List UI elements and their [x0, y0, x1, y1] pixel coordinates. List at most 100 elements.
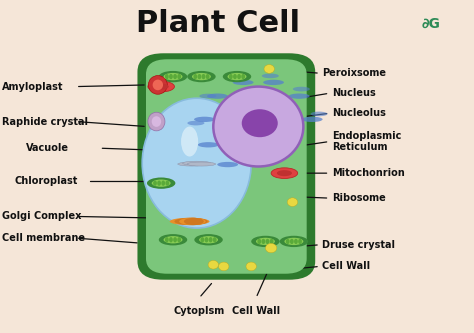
Text: Plant Cell: Plant Cell — [136, 9, 300, 38]
Text: Cell Wall: Cell Wall — [232, 306, 280, 316]
Ellipse shape — [284, 238, 303, 245]
Text: Vacuole: Vacuole — [26, 143, 69, 153]
Ellipse shape — [142, 98, 251, 228]
Text: Ribosome: Ribosome — [332, 193, 385, 203]
Ellipse shape — [152, 116, 161, 127]
Ellipse shape — [201, 237, 204, 242]
FancyBboxPatch shape — [137, 53, 315, 280]
Ellipse shape — [148, 81, 174, 92]
Ellipse shape — [187, 71, 216, 82]
Text: Amyloplast: Amyloplast — [2, 82, 64, 92]
Ellipse shape — [148, 112, 165, 131]
Ellipse shape — [193, 74, 197, 79]
Ellipse shape — [181, 127, 198, 157]
Ellipse shape — [271, 168, 298, 178]
Ellipse shape — [213, 87, 303, 166]
Ellipse shape — [233, 74, 237, 79]
Ellipse shape — [205, 237, 209, 242]
Ellipse shape — [187, 121, 204, 126]
Ellipse shape — [179, 218, 206, 225]
Ellipse shape — [242, 109, 278, 137]
Ellipse shape — [173, 74, 177, 79]
Ellipse shape — [206, 74, 210, 79]
Ellipse shape — [302, 117, 323, 122]
Ellipse shape — [264, 65, 274, 73]
Ellipse shape — [219, 262, 229, 271]
Ellipse shape — [280, 236, 308, 247]
Ellipse shape — [270, 239, 273, 244]
Ellipse shape — [287, 198, 298, 206]
Ellipse shape — [159, 234, 187, 245]
Ellipse shape — [187, 162, 216, 166]
Ellipse shape — [194, 117, 215, 122]
Ellipse shape — [164, 73, 182, 80]
Ellipse shape — [229, 74, 233, 79]
Ellipse shape — [262, 74, 279, 78]
Ellipse shape — [201, 74, 205, 79]
Ellipse shape — [153, 80, 163, 90]
Ellipse shape — [152, 179, 171, 187]
Ellipse shape — [174, 218, 208, 225]
Ellipse shape — [251, 236, 280, 247]
Ellipse shape — [207, 94, 228, 99]
Ellipse shape — [209, 237, 212, 242]
Ellipse shape — [289, 94, 310, 99]
Ellipse shape — [178, 162, 206, 166]
Ellipse shape — [169, 237, 173, 242]
FancyBboxPatch shape — [146, 59, 307, 274]
Ellipse shape — [246, 262, 256, 271]
Ellipse shape — [198, 142, 219, 148]
Ellipse shape — [164, 236, 182, 243]
Ellipse shape — [263, 80, 284, 85]
Ellipse shape — [310, 112, 328, 116]
Ellipse shape — [194, 234, 223, 245]
Text: ∂G: ∂G — [422, 16, 441, 30]
Ellipse shape — [161, 180, 165, 186]
Ellipse shape — [293, 87, 310, 91]
Ellipse shape — [198, 74, 201, 79]
Ellipse shape — [227, 76, 244, 81]
Text: Cell Wall: Cell Wall — [322, 261, 371, 271]
Ellipse shape — [159, 71, 187, 82]
Ellipse shape — [294, 239, 298, 244]
Ellipse shape — [290, 239, 294, 244]
Ellipse shape — [228, 73, 246, 80]
Ellipse shape — [256, 238, 275, 245]
Ellipse shape — [170, 218, 210, 225]
Ellipse shape — [277, 170, 292, 176]
Ellipse shape — [177, 74, 181, 79]
Ellipse shape — [265, 243, 277, 253]
Ellipse shape — [169, 74, 173, 79]
Ellipse shape — [165, 74, 169, 79]
Text: Druse crystal: Druse crystal — [322, 240, 395, 250]
Text: Raphide crystal: Raphide crystal — [2, 117, 88, 127]
Ellipse shape — [265, 239, 269, 244]
Ellipse shape — [200, 94, 217, 98]
Ellipse shape — [165, 237, 169, 242]
Ellipse shape — [199, 236, 218, 243]
Ellipse shape — [153, 180, 157, 186]
Ellipse shape — [257, 239, 261, 244]
Text: Mitochonrion: Mitochonrion — [332, 168, 404, 178]
Ellipse shape — [223, 71, 251, 82]
Ellipse shape — [165, 180, 169, 186]
Text: Nucleus: Nucleus — [332, 88, 375, 98]
Text: Nucleolus: Nucleolus — [332, 108, 386, 118]
Text: Cell membrane: Cell membrane — [2, 233, 85, 243]
Ellipse shape — [262, 239, 265, 244]
Text: Cytoplsm: Cytoplsm — [173, 306, 225, 316]
Text: Golgi Complex: Golgi Complex — [2, 211, 82, 221]
Ellipse shape — [182, 161, 211, 165]
Ellipse shape — [157, 180, 161, 186]
Ellipse shape — [233, 80, 254, 85]
Ellipse shape — [184, 218, 204, 225]
Ellipse shape — [173, 237, 177, 242]
Text: Endoplasmic
Reticulum: Endoplasmic Reticulum — [332, 131, 401, 152]
Ellipse shape — [208, 260, 219, 269]
Ellipse shape — [241, 74, 245, 79]
Ellipse shape — [217, 162, 238, 167]
Ellipse shape — [177, 237, 181, 242]
Text: Chloroplast: Chloroplast — [14, 176, 78, 186]
Ellipse shape — [213, 237, 217, 242]
Ellipse shape — [286, 239, 290, 244]
